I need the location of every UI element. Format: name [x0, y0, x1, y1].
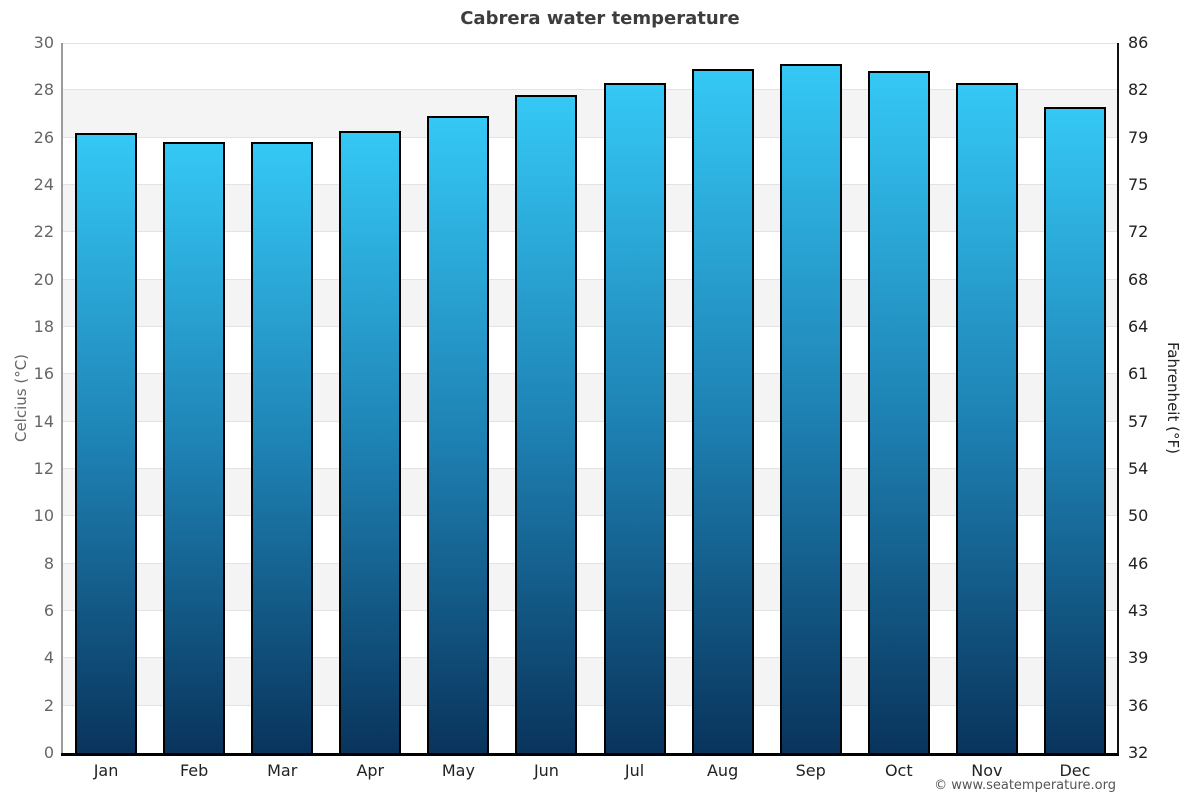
month-label-jun: Jun: [533, 761, 559, 780]
bar-jul: [603, 83, 666, 753]
celsius-tick-22: 22: [33, 222, 54, 242]
gridline: [62, 231, 1119, 232]
bar-apr: [339, 131, 402, 753]
celsius-tick-0: 0: [43, 743, 54, 762]
gridline: [62, 373, 1119, 374]
celsius-tick-26: 26: [33, 127, 54, 147]
fahrenheit-tick-72: 72: [1128, 222, 1149, 242]
fahrenheit-tick-75: 75: [1128, 175, 1149, 194]
grid-band: [62, 658, 1119, 706]
month-label-jan: Jan: [93, 761, 119, 780]
fahrenheit-tick-86: 86: [1128, 33, 1149, 52]
fahrenheit-tick-36: 36: [1128, 695, 1149, 715]
month-label-apr: Apr: [356, 761, 385, 780]
fahrenheit-tick-68: 68: [1128, 269, 1149, 289]
fahrenheit-tick-32: 32: [1128, 743, 1149, 762]
bar-jan: [75, 133, 138, 753]
month-label-jul: Jul: [624, 761, 645, 780]
grid-band: [62, 90, 1119, 138]
fahrenheit-tick-57: 57: [1128, 411, 1149, 431]
celsius-tick-20: 20: [33, 269, 54, 289]
month-label-feb: Feb: [179, 761, 209, 780]
right-axis-line: [1117, 43, 1119, 756]
chart-title: Cabrera water temperature: [460, 8, 740, 29]
grid-band: [62, 279, 1119, 327]
grid-band: [62, 185, 1119, 233]
month-label-may: May: [441, 761, 475, 780]
month-label-sep: Sep: [795, 761, 826, 780]
month-label-oct: Oct: [884, 761, 913, 780]
gridline: [62, 657, 1119, 658]
bar-aug: [691, 69, 754, 753]
gridline: [62, 184, 1119, 185]
celsius-tick-12: 12: [33, 459, 54, 478]
celsius-tick-28: 28: [33, 80, 54, 100]
bar-mar: [251, 142, 314, 753]
grid-band: [62, 469, 1119, 517]
bar-oct: [867, 71, 930, 753]
gridline: [62, 279, 1119, 280]
gridline: [62, 563, 1119, 564]
gridline: [62, 326, 1119, 327]
copyright-text: © www.seatemperature.org: [934, 778, 1116, 793]
month-label-mar: Mar: [267, 761, 298, 780]
gridline: [62, 89, 1119, 90]
bar-sep: [779, 64, 842, 753]
celsius-tick-8: 8: [43, 553, 54, 573]
celsius-tick-24: 24: [33, 175, 54, 194]
celsius-tick-10: 10: [33, 506, 54, 526]
fahrenheit-tick-54: 54: [1128, 459, 1149, 478]
celsius-tick-16: 16: [33, 364, 54, 384]
bar-dec: [1043, 107, 1106, 753]
grid-band: [62, 374, 1119, 422]
plot-area: [62, 43, 1119, 753]
left-axis-line: [61, 43, 63, 753]
fahrenheit-tick-82: 82: [1128, 80, 1149, 100]
y-axis-label-fahrenheit: Fahrenheit (°F): [1164, 342, 1182, 454]
bar-nov: [955, 83, 1018, 753]
fahrenheit-tick-46: 46: [1128, 553, 1149, 573]
fahrenheit-tick-64: 64: [1128, 317, 1149, 336]
celsius-tick-30: 30: [33, 33, 54, 52]
celsius-tick-6: 6: [43, 601, 54, 620]
bar-may: [427, 116, 490, 753]
fahrenheit-tick-50: 50: [1128, 506, 1149, 526]
fahrenheit-tick-43: 43: [1128, 601, 1149, 620]
celsius-tick-14: 14: [33, 411, 54, 431]
celsius-tick-2: 2: [43, 695, 54, 715]
fahrenheit-tick-39: 39: [1128, 648, 1149, 668]
grid-band: [62, 563, 1119, 611]
celsius-tick-18: 18: [33, 317, 54, 336]
gridline: [62, 515, 1119, 516]
gridline: [62, 421, 1119, 422]
gridline: [62, 468, 1119, 469]
gridline: [62, 610, 1119, 611]
month-label-nov: Nov: [971, 761, 1003, 780]
celsius-tick-4: 4: [43, 648, 54, 668]
x-axis-line: [61, 753, 1119, 756]
gridline: [62, 705, 1119, 706]
gridline: [62, 43, 1119, 44]
month-label-aug: Aug: [706, 761, 739, 780]
fahrenheit-tick-79: 79: [1128, 127, 1149, 147]
bar-jun: [515, 95, 578, 753]
bar-feb: [163, 142, 226, 753]
month-label-dec: Dec: [1059, 761, 1091, 780]
fahrenheit-tick-61: 61: [1128, 364, 1149, 384]
gridline: [62, 137, 1119, 138]
